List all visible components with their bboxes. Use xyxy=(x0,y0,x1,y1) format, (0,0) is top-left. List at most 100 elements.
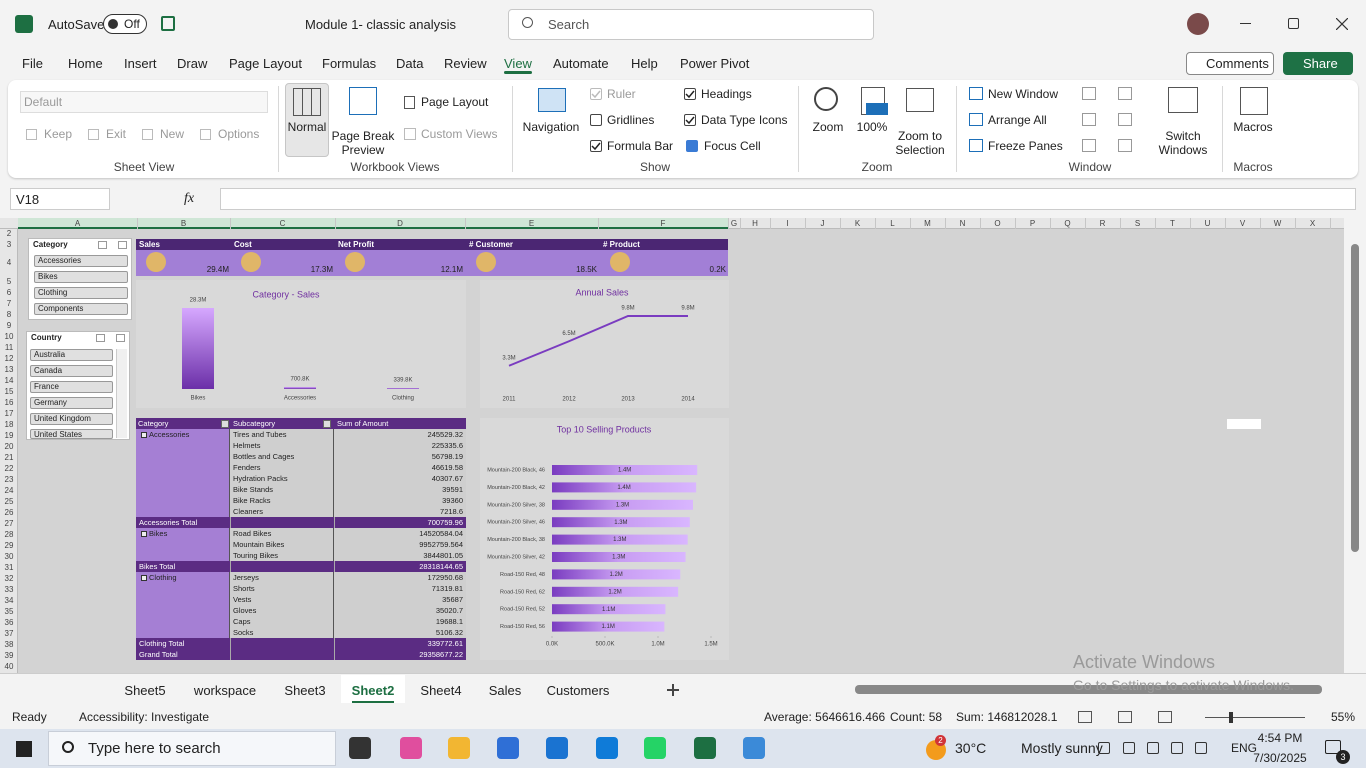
expand-icon[interactable] xyxy=(141,531,147,537)
tray-icon[interactable] xyxy=(1098,742,1110,754)
label[interactable]: Focus Cell xyxy=(704,139,761,153)
label[interactable]: Zoom to Selection xyxy=(895,129,945,158)
view-btn[interactable] xyxy=(1158,711,1172,723)
view-dropdown[interactable] xyxy=(20,91,268,113)
slicer-item[interactable] xyxy=(34,255,128,267)
sheet-tab[interactable]: Sheet3 xyxy=(284,682,326,698)
slicer-icon[interactable] xyxy=(98,241,107,249)
share-btn[interactable] xyxy=(1283,52,1353,75)
label[interactable]: 100% xyxy=(856,120,888,134)
menu-tab[interactable]: Data xyxy=(396,55,424,71)
slicer-item[interactable] xyxy=(30,397,113,409)
filter-btn[interactable] xyxy=(221,420,229,428)
label: Default xyxy=(24,95,63,109)
sheet-tab[interactable]: workspace xyxy=(193,682,257,698)
y-tick-label: Mountain-200 Black, 38 xyxy=(487,537,545,543)
slicer-item[interactable] xyxy=(30,429,113,439)
label[interactable]: Zoom xyxy=(812,120,844,134)
menu-tab[interactable]: Page Layout xyxy=(229,55,303,71)
normal-btn[interactable] xyxy=(285,83,329,157)
expand-icon[interactable] xyxy=(141,575,147,581)
slicer-item[interactable] xyxy=(30,349,113,361)
sub-cell xyxy=(230,484,334,495)
slicer-item[interactable] xyxy=(34,271,128,283)
label[interactable]: Navigation xyxy=(522,120,580,134)
label[interactable]: New Window xyxy=(988,87,1059,101)
view-btn[interactable] xyxy=(1078,711,1092,723)
sheet-tab[interactable]: Sheet5 xyxy=(124,682,166,698)
slicer-icon[interactable] xyxy=(96,334,105,342)
tray-icon[interactable] xyxy=(1147,742,1159,754)
minimize[interactable] xyxy=(1240,23,1251,24)
v-thumb[interactable] xyxy=(1351,244,1359,552)
checkbox[interactable] xyxy=(684,88,696,100)
sheet-tab[interactable]: Customers xyxy=(546,682,610,698)
menu-tab[interactable]: Draw xyxy=(177,55,208,71)
tray-icon[interactable] xyxy=(1123,742,1135,754)
checkbox[interactable] xyxy=(590,88,602,100)
menu-tab[interactable]: Insert xyxy=(124,55,157,71)
maximize[interactable] xyxy=(1288,18,1299,29)
menu-tab[interactable]: Formulas xyxy=(322,55,377,71)
slicer-item[interactable] xyxy=(30,413,113,425)
checkbox[interactable] xyxy=(590,140,602,152)
checkbox[interactable] xyxy=(684,114,696,126)
slicer-icon[interactable] xyxy=(118,241,127,249)
task-app[interactable] xyxy=(400,737,422,759)
menu-tab[interactable]: Automate xyxy=(553,55,609,71)
zoom-thumb[interactable] xyxy=(1229,712,1233,723)
tray-icon[interactable] xyxy=(1195,742,1207,754)
checkbox[interactable] xyxy=(590,114,602,126)
label[interactable]: Macros xyxy=(1233,120,1273,134)
slicer-item[interactable] xyxy=(30,381,113,393)
task-app[interactable] xyxy=(546,737,568,759)
start-button[interactable] xyxy=(16,741,32,757)
ribbon-button[interactable]: Exit xyxy=(106,127,127,141)
task-app[interactable] xyxy=(497,737,519,759)
sheet-tab[interactable]: Sales xyxy=(488,682,522,698)
notif-icon[interactable] xyxy=(1325,740,1341,754)
sheet-tab[interactable]: Sheet2 xyxy=(351,682,395,698)
task-app[interactable] xyxy=(644,737,666,759)
slicer-icon[interactable] xyxy=(116,334,125,342)
save-icon[interactable] xyxy=(161,16,175,31)
view-btn[interactable] xyxy=(1118,711,1132,723)
slicer-item[interactable] xyxy=(34,287,128,299)
ribbon-button[interactable]: New xyxy=(160,127,185,141)
slicer-item[interactable] xyxy=(30,365,113,377)
search-box[interactable] xyxy=(508,9,874,40)
tray-icon[interactable] xyxy=(1171,742,1183,754)
task-app[interactable] xyxy=(349,737,371,759)
slicer-item[interactable] xyxy=(34,303,128,315)
expand-icon[interactable] xyxy=(141,432,147,438)
filter-btn[interactable] xyxy=(323,420,331,428)
label[interactable]: Switch Windows xyxy=(1158,129,1208,158)
label[interactable]: Arrange All xyxy=(988,113,1047,127)
formula-input[interactable] xyxy=(220,188,1356,210)
menu-tab[interactable]: Power Pivot xyxy=(680,55,750,71)
sheet-tab[interactable]: Sheet4 xyxy=(420,682,462,698)
task-app[interactable] xyxy=(743,737,765,759)
file-name[interactable]: Module 1- classic analysis xyxy=(305,16,457,32)
task-search[interactable] xyxy=(48,731,336,766)
label[interactable]: Page Break Preview xyxy=(331,129,395,158)
h-scroll[interactable] xyxy=(855,685,1322,694)
label[interactable]: Page Layout xyxy=(421,95,489,109)
x-tick-label: Bikes xyxy=(191,396,206,402)
menu-tab[interactable]: Home xyxy=(68,55,103,71)
task-app[interactable] xyxy=(448,737,470,759)
name-box[interactable] xyxy=(10,188,110,210)
label[interactable]: Freeze Panes xyxy=(988,139,1063,153)
row-header: 6 xyxy=(6,287,12,297)
task-app[interactable] xyxy=(596,737,618,759)
ribbon-button[interactable]: Keep xyxy=(44,127,73,141)
menu-tab[interactable]: File xyxy=(22,55,43,71)
label[interactable]: Accessibility: Investigate xyxy=(79,710,210,724)
menu-tab[interactable]: View xyxy=(504,55,532,71)
ribbon-button[interactable]: Options xyxy=(218,127,260,141)
amt-cell xyxy=(334,473,466,484)
task-app[interactable] xyxy=(694,737,716,759)
menu-tab[interactable]: Help xyxy=(631,55,658,71)
menu-tab[interactable]: Review xyxy=(444,55,487,71)
comments-btn[interactable] xyxy=(1186,52,1274,75)
